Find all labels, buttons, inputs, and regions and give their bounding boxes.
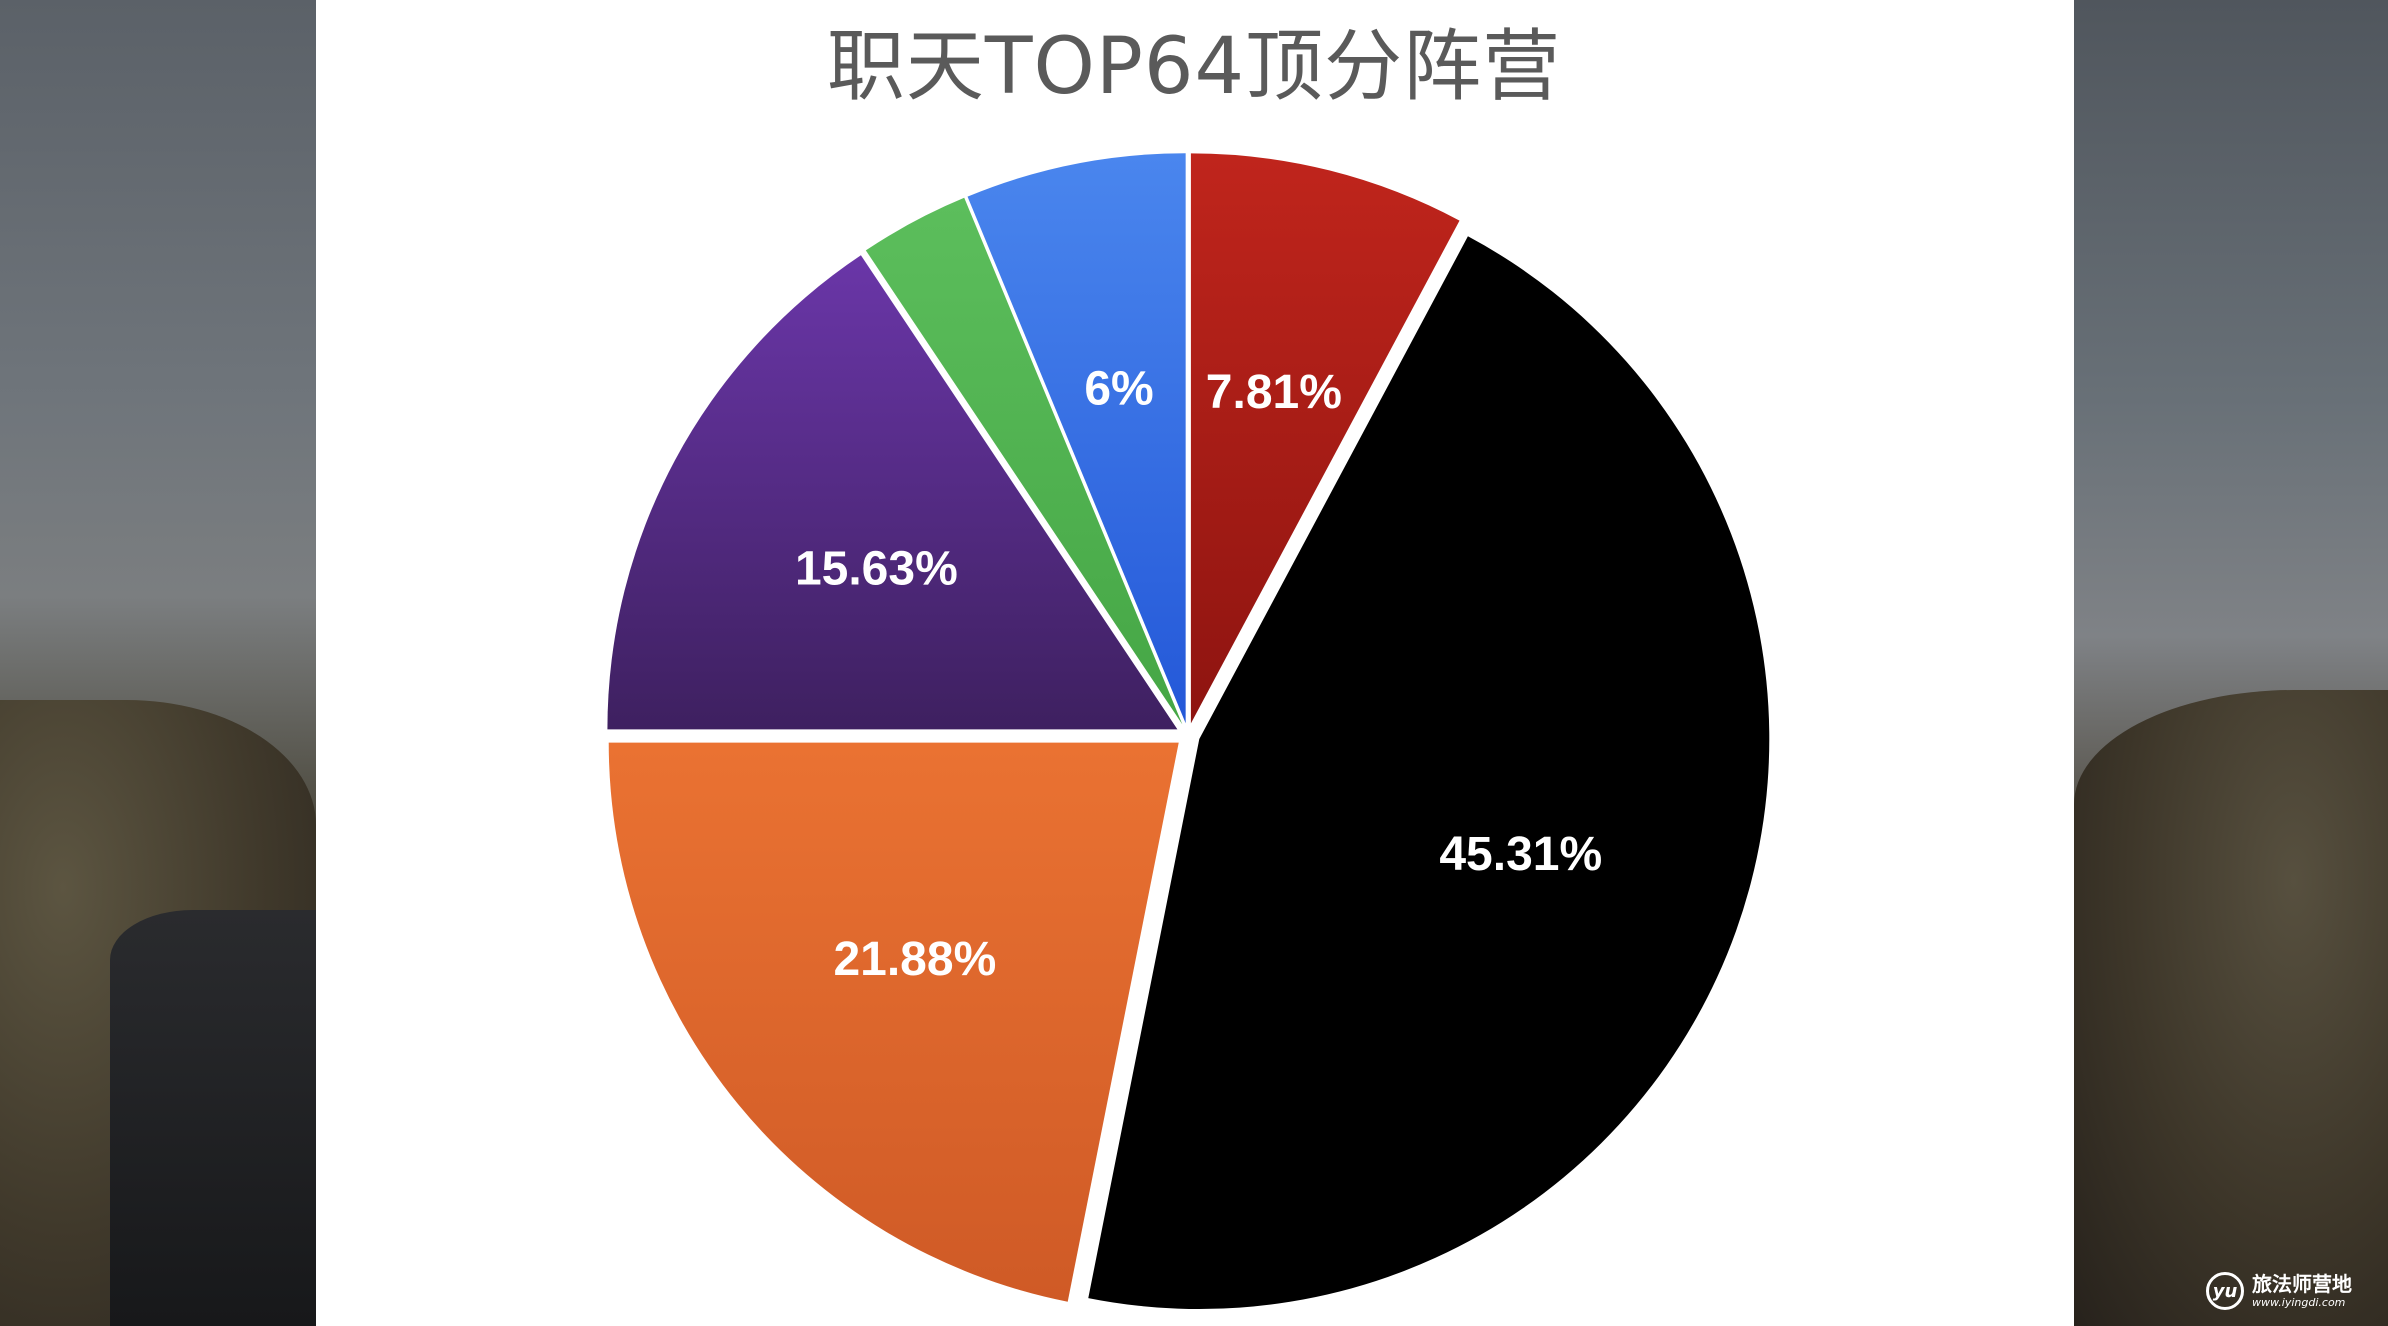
background-figure	[110, 910, 316, 1326]
pie-slice-5	[967, 153, 1186, 724]
pie-slice-label-5: 6%	[1084, 362, 1153, 415]
pie-slice-label-1: 45.31%	[1439, 828, 1602, 881]
pie-slice-label-3: 15.63%	[795, 542, 958, 595]
watermark-logo-icon: yu	[2206, 1272, 2244, 1310]
pie-slice-4	[865, 197, 1183, 725]
pie-slice-1	[1088, 236, 1770, 1310]
watermark-name: 旅法师营地	[2252, 1272, 2352, 1296]
chart-title: 职天TOP64顶分阵营	[826, 22, 1562, 112]
watermark-url: www.iyingdi.com	[2252, 1296, 2346, 1309]
watermark: yu 旅法师营地 www.iyingdi.com	[2206, 1270, 2352, 1312]
pie-slice-3	[607, 255, 1178, 730]
pie-slice-label-0: 7.81%	[1206, 366, 1342, 419]
pie-slice-0	[1190, 153, 1460, 724]
pie-slice-2	[608, 742, 1179, 1302]
background-hill-right	[2074, 690, 2388, 1326]
pie-slice-label-2: 21.88%	[833, 933, 996, 986]
